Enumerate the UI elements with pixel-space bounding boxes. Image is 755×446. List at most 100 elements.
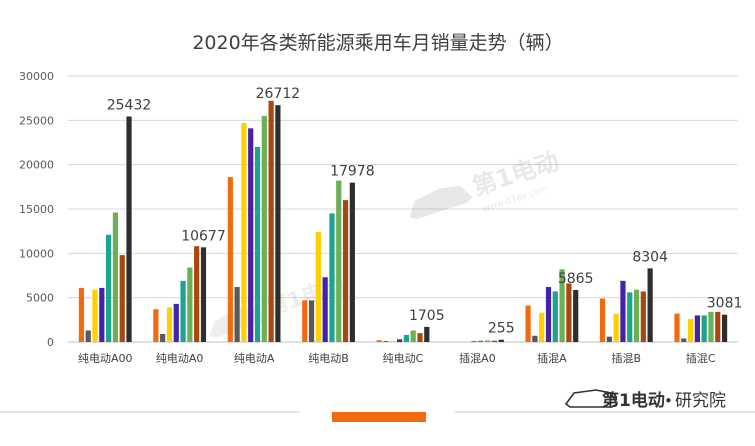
bar bbox=[234, 287, 240, 342]
bar bbox=[180, 280, 186, 342]
x-axis-categories: 纯电动A00 纯电动A0 纯电动A 纯电动B 纯电动C 插混A0 插混A 插混B 插混C bbox=[78, 351, 716, 365]
bar bbox=[308, 300, 315, 342]
bar bbox=[633, 289, 640, 342]
bar bbox=[627, 292, 633, 342]
bar bbox=[525, 305, 531, 342]
chart-title: 2020年各类新能源乘用车月销量走势（辆） bbox=[192, 32, 563, 54]
bar bbox=[342, 200, 349, 342]
bar bbox=[485, 340, 491, 342]
bar bbox=[606, 336, 612, 342]
bar bbox=[687, 318, 694, 342]
bar bbox=[78, 287, 85, 342]
bar bbox=[721, 314, 728, 342]
bar bbox=[573, 289, 579, 342]
bar bbox=[160, 334, 166, 342]
bar bbox=[403, 334, 409, 342]
y-tick-label: 0 bbox=[47, 336, 54, 349]
bar bbox=[640, 291, 646, 342]
bar bbox=[268, 100, 274, 343]
bar bbox=[539, 312, 545, 342]
bar bbox=[106, 234, 112, 342]
brand-suffix: 研究院 bbox=[675, 391, 726, 411]
x-category-label: 插混A0 bbox=[459, 351, 496, 365]
bar bbox=[194, 246, 200, 342]
x-category-label: 插混A bbox=[537, 351, 567, 365]
bar bbox=[647, 268, 653, 342]
bar bbox=[248, 128, 254, 342]
watermark-center: 第1电动 www.d1ev.com bbox=[409, 147, 562, 220]
y-tick-label: 15000 bbox=[19, 203, 54, 216]
brand-logo: 第1电动 • 研究院 bbox=[564, 389, 726, 411]
car-logo-icon bbox=[564, 389, 619, 408]
bar bbox=[322, 277, 328, 342]
bar bbox=[85, 330, 91, 342]
bar bbox=[119, 255, 125, 342]
bar bbox=[112, 212, 119, 342]
bar bbox=[417, 333, 423, 342]
data-label: 1705 bbox=[409, 308, 445, 324]
y-axis-ticks: 0 5000 10000 15000 20000 25000 30000 bbox=[19, 70, 54, 349]
bar bbox=[545, 287, 552, 342]
y-tick-label: 30000 bbox=[19, 70, 54, 83]
x-category-label: 纯电动C bbox=[383, 352, 424, 365]
data-label: 26712 bbox=[256, 86, 301, 102]
y-tick-label: 20000 bbox=[19, 159, 54, 172]
bar bbox=[613, 313, 619, 342]
bar bbox=[302, 300, 308, 342]
bar bbox=[390, 341, 396, 342]
bar bbox=[674, 313, 680, 342]
bar bbox=[532, 335, 538, 342]
bar bbox=[275, 105, 281, 343]
data-label: 3081 bbox=[707, 296, 743, 312]
x-category-label: 纯电动A bbox=[234, 352, 275, 365]
x-category-label: 插混C bbox=[686, 351, 716, 365]
bar bbox=[694, 315, 700, 342]
bar bbox=[620, 280, 626, 342]
bar bbox=[329, 213, 335, 342]
bar bbox=[376, 340, 382, 342]
bar bbox=[126, 116, 132, 342]
bar bbox=[715, 311, 721, 342]
bar bbox=[471, 341, 477, 342]
bar bbox=[498, 339, 504, 342]
bar bbox=[566, 283, 572, 342]
data-label: 255 bbox=[488, 321, 515, 337]
data-label: 5865 bbox=[558, 271, 594, 287]
bar bbox=[173, 303, 179, 342]
bar bbox=[701, 315, 707, 342]
y-tick-label: 25000 bbox=[19, 114, 54, 127]
bar bbox=[681, 338, 687, 342]
data-labels: 25432 10677 26712 17978 1705 255 5865 8304 3081 bbox=[107, 86, 743, 337]
bar bbox=[552, 291, 558, 342]
bar bbox=[424, 326, 430, 342]
bar bbox=[491, 340, 498, 342]
bar bbox=[92, 289, 98, 342]
bar bbox=[200, 247, 207, 342]
bar bbox=[166, 307, 173, 342]
y-tick-label: 5000 bbox=[26, 292, 54, 305]
bar bbox=[410, 330, 416, 342]
bar bbox=[227, 177, 233, 342]
bar bbox=[349, 182, 355, 342]
x-category-label: 纯电动A00 bbox=[78, 352, 133, 365]
data-label: 25432 bbox=[107, 98, 152, 114]
gridlines bbox=[68, 75, 738, 343]
bar bbox=[336, 180, 342, 342]
bar bbox=[241, 122, 247, 342]
watermark-car-icon bbox=[409, 185, 473, 220]
brand-name: 第1电动 bbox=[602, 390, 665, 411]
bar bbox=[708, 311, 714, 342]
data-label: 17978 bbox=[330, 164, 375, 180]
x-category-label: 插混B bbox=[612, 351, 642, 365]
x-category-label: 纯电动B bbox=[308, 352, 349, 365]
brand-separator: • bbox=[664, 392, 673, 410]
footer-accent-bar bbox=[332, 412, 426, 422]
bars bbox=[78, 100, 728, 343]
bar bbox=[99, 287, 105, 342]
bar bbox=[261, 115, 267, 343]
bar bbox=[254, 146, 261, 342]
bar bbox=[315, 232, 321, 342]
data-label: 10677 bbox=[181, 228, 226, 244]
bar bbox=[397, 339, 403, 342]
